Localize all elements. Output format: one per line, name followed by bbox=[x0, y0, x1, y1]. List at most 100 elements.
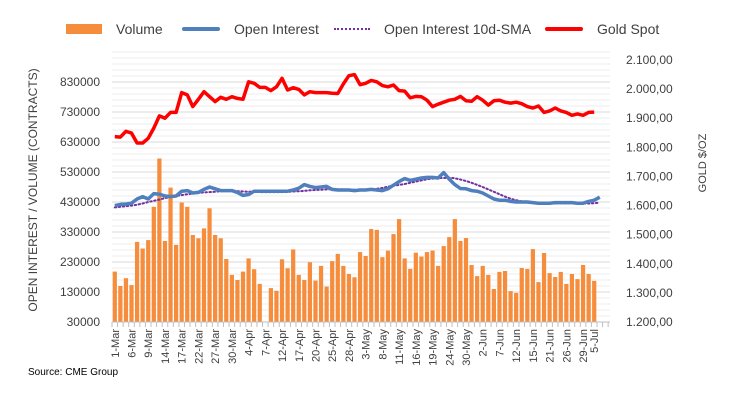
volume-bar bbox=[274, 290, 279, 322]
volume-bar bbox=[452, 219, 457, 322]
volume-bar bbox=[213, 235, 218, 322]
volume-bar bbox=[519, 268, 524, 322]
legend-label-gold-spot: Gold Spot bbox=[597, 21, 660, 37]
volume-bar bbox=[235, 280, 240, 322]
source-note: Source: CME Group bbox=[28, 367, 119, 378]
volume-bar bbox=[196, 238, 201, 322]
volume-bar bbox=[335, 253, 340, 322]
volume-bar bbox=[491, 289, 496, 322]
gold-spot-line bbox=[114, 72, 595, 145]
x-tick-label: 27-Mar bbox=[210, 329, 222, 364]
volume-bar bbox=[486, 274, 491, 322]
volume-bar bbox=[447, 237, 452, 322]
right-axis-ticks: 2.100,00 2.000,00 1.900,00 1.800,00 1.700,00… bbox=[626, 53, 673, 329]
x-axis-ticks: 1-Mar 6-Mar 9-Mar 14-Mar 17-Mar 22-Mar 27-Mar 3… bbox=[110, 321, 610, 366]
x-tick-label: 16-May bbox=[411, 329, 423, 366]
right-axis-title: GOLD $/OZ bbox=[697, 133, 709, 193]
volume-bar bbox=[536, 282, 541, 322]
volume-bar bbox=[514, 292, 519, 322]
left-tick-label: 130000 bbox=[60, 285, 100, 299]
x-tick-label: 4-Apr bbox=[244, 329, 256, 356]
volume-bar bbox=[190, 235, 195, 322]
series-lines bbox=[113, 72, 601, 209]
volume-bar bbox=[558, 271, 563, 322]
legend-swatch-sma bbox=[334, 28, 370, 30]
volume-bar bbox=[146, 240, 151, 322]
volume-bar bbox=[118, 286, 123, 322]
x-tick-label: 12-Apr bbox=[277, 329, 289, 362]
x-tick-label: 6-Mar bbox=[127, 329, 139, 358]
volume-bar bbox=[123, 278, 129, 322]
volume-bar bbox=[185, 206, 190, 322]
volume-bar bbox=[391, 234, 396, 322]
legend-swatch-gold-spot bbox=[545, 27, 583, 31]
x-tick-label: 15-Jun bbox=[528, 329, 540, 363]
x-tick-label: 28-Apr bbox=[344, 329, 356, 362]
volume-bar bbox=[592, 280, 597, 322]
x-tick-label: 29-Jun bbox=[578, 329, 590, 363]
volume-bar bbox=[140, 248, 145, 322]
volume-bar bbox=[257, 283, 262, 322]
volume-bar bbox=[307, 262, 313, 322]
x-tick-label: 11-May bbox=[394, 329, 406, 365]
volume-bar bbox=[151, 206, 156, 322]
volume-bar bbox=[218, 238, 223, 322]
volume-bar bbox=[541, 253, 547, 322]
volume-bar bbox=[112, 271, 117, 322]
volume-bar bbox=[525, 268, 530, 322]
volume-bar bbox=[357, 252, 363, 322]
volume-bar bbox=[162, 241, 168, 322]
x-tick-label: 2-Jun bbox=[478, 329, 490, 357]
volume-bar bbox=[134, 241, 140, 322]
x-tick-label: 24-May bbox=[444, 329, 456, 366]
volume-bar bbox=[279, 259, 285, 322]
right-tick-label: 1.600,00 bbox=[626, 199, 673, 213]
left-tick-label: 330000 bbox=[60, 225, 100, 239]
x-tick-label: 7-Jun bbox=[494, 329, 506, 357]
volume-bar bbox=[469, 265, 474, 322]
right-tick-label: 1.400,00 bbox=[626, 257, 673, 271]
volume-bar bbox=[564, 283, 569, 322]
left-axis-ticks: 830000 730000 630000 530000 430000 330000 2300… bbox=[60, 75, 100, 329]
x-tick-label: 8-May bbox=[377, 329, 389, 360]
volume-bar bbox=[240, 271, 246, 322]
volume-bar bbox=[430, 250, 435, 322]
left-tick-label: 230000 bbox=[60, 255, 100, 269]
x-tick-label: 19-May bbox=[428, 329, 440, 366]
volume-bar bbox=[380, 257, 385, 322]
volume-bars bbox=[112, 158, 597, 322]
volume-bar bbox=[475, 276, 480, 322]
x-tick-label: 26-Jun bbox=[561, 329, 573, 363]
volume-bar bbox=[436, 265, 441, 322]
volume-bar bbox=[201, 228, 207, 322]
volume-bar bbox=[179, 202, 184, 322]
legend-item-open-interest: Open Interest bbox=[182, 18, 319, 40]
x-tick-label: 21-Jun bbox=[545, 329, 557, 363]
right-tick-label: 1.300,00 bbox=[626, 286, 673, 300]
x-tick-label: 3-May bbox=[361, 329, 373, 360]
volume-bar bbox=[441, 246, 446, 322]
left-tick-label: 30000 bbox=[67, 315, 101, 329]
volume-bar bbox=[157, 158, 162, 322]
left-tick-label: 830000 bbox=[60, 75, 100, 89]
volume-bar bbox=[530, 249, 536, 322]
volume-bar bbox=[207, 208, 212, 322]
volume-bar bbox=[458, 241, 463, 322]
volume-bar bbox=[402, 258, 407, 322]
right-tick-label: 1.700,00 bbox=[626, 169, 673, 183]
right-tick-label: 1.800,00 bbox=[626, 140, 673, 154]
volume-bar bbox=[291, 249, 296, 322]
volume-bar bbox=[168, 187, 173, 322]
x-tick-label: 25-Apr bbox=[327, 329, 339, 362]
volume-bar bbox=[224, 259, 229, 322]
volume-bar bbox=[313, 280, 318, 322]
volume-bar bbox=[330, 261, 335, 322]
x-tick-label: 30-May bbox=[461, 329, 473, 366]
volume-bar bbox=[396, 219, 402, 322]
x-tick-label: 17-Apr bbox=[294, 329, 306, 362]
legend-label-sma: Open Interest 10d-SMA bbox=[384, 21, 532, 37]
x-tick-label: 14-Mar bbox=[160, 329, 172, 364]
volume-bar bbox=[363, 256, 368, 322]
volume-bar bbox=[369, 229, 374, 322]
volume-bar bbox=[480, 265, 485, 322]
